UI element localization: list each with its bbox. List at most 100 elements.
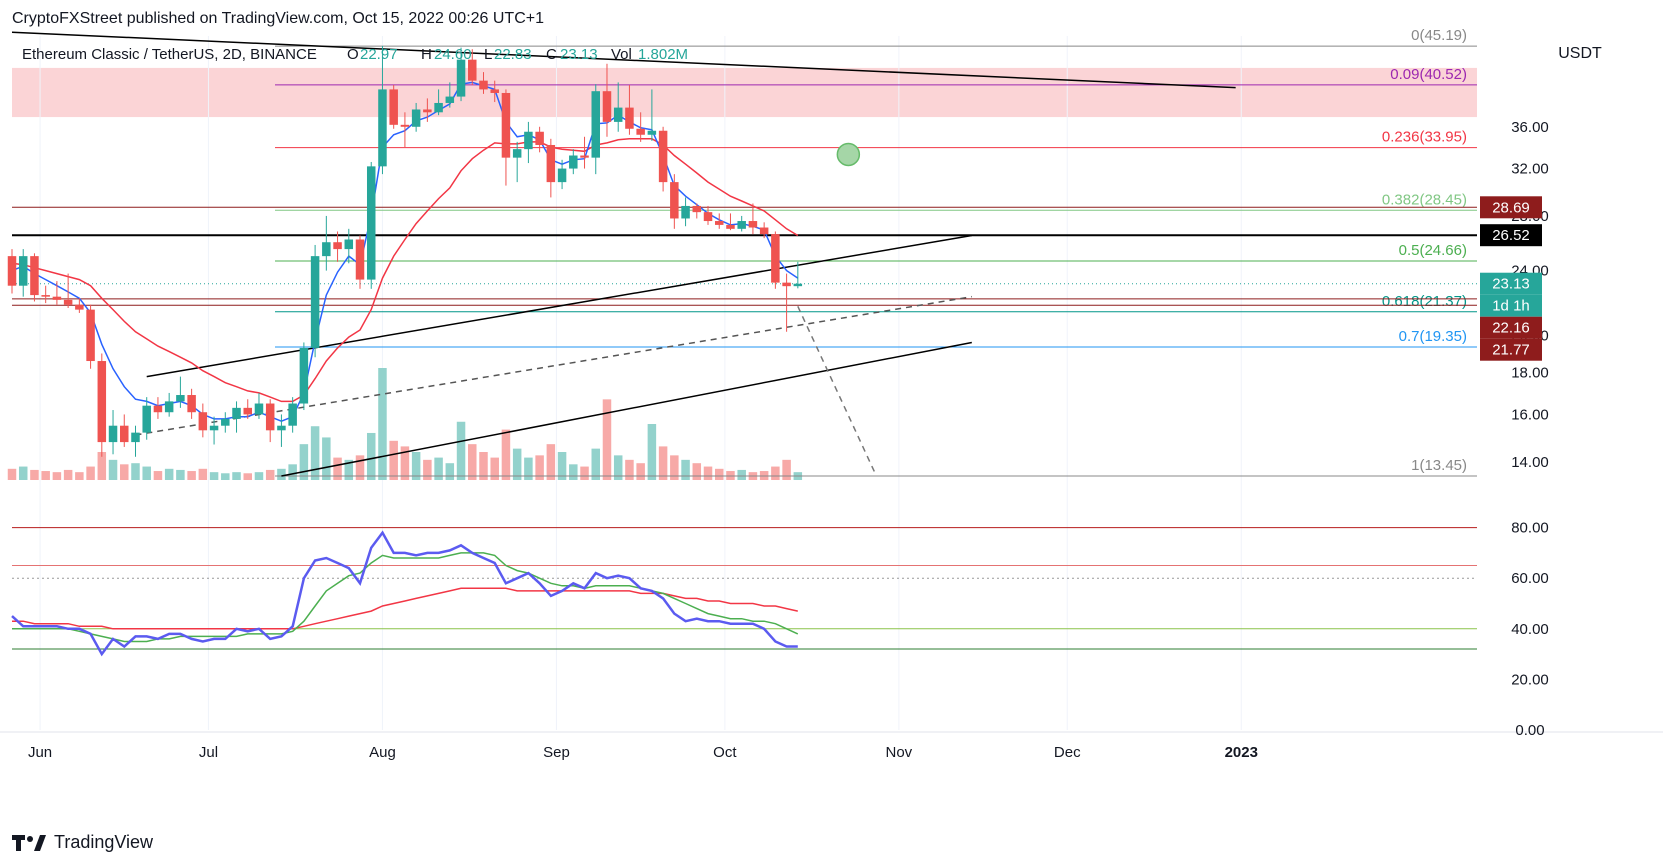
candle[interactable] <box>681 197 690 227</box>
candle[interactable] <box>748 203 758 235</box>
volume-bar <box>759 471 769 480</box>
candle[interactable] <box>771 231 780 289</box>
projection-trendline[interactable] <box>797 306 878 477</box>
candle[interactable] <box>703 205 713 225</box>
volume-bar <box>535 455 544 480</box>
candle[interactable] <box>333 231 342 262</box>
candle[interactable] <box>254 392 264 419</box>
candle[interactable] <box>355 235 365 289</box>
candle[interactable] <box>41 285 50 304</box>
volume-bar <box>411 452 421 480</box>
candle[interactable] <box>423 98 432 122</box>
candle[interactable] <box>456 47 466 102</box>
candle[interactable] <box>389 85 398 129</box>
candle[interactable] <box>265 399 275 443</box>
volume-bar <box>7 468 17 480</box>
candle-body <box>198 412 208 431</box>
candle[interactable] <box>131 425 140 457</box>
volume-bar <box>613 455 623 480</box>
candle[interactable] <box>759 222 769 239</box>
candle[interactable] <box>658 126 668 192</box>
candle[interactable] <box>198 403 208 438</box>
candle[interactable] <box>97 353 107 457</box>
candle[interactable] <box>75 298 84 313</box>
candle[interactable] <box>434 89 443 116</box>
candle[interactable] <box>108 410 118 455</box>
candle[interactable] <box>400 112 410 148</box>
candle-body <box>490 89 499 93</box>
candle[interactable] <box>557 159 567 190</box>
candle[interactable] <box>378 46 387 175</box>
candle[interactable] <box>120 414 129 447</box>
candle[interactable] <box>52 281 62 305</box>
candle[interactable] <box>602 63 612 137</box>
candle[interactable] <box>209 416 219 445</box>
candle[interactable] <box>310 244 320 358</box>
candle[interactable] <box>7 249 17 294</box>
volume-bar <box>479 452 488 480</box>
candle[interactable] <box>737 215 746 232</box>
candle-body <box>569 155 578 169</box>
candle[interactable] <box>782 273 791 332</box>
candle[interactable] <box>613 82 623 132</box>
mid-channel-trendline[interactable] <box>135 295 972 436</box>
candle[interactable] <box>142 397 151 440</box>
lower-channel-trendline[interactable] <box>281 341 972 477</box>
candle[interactable] <box>243 399 252 419</box>
volume-bar <box>75 472 84 480</box>
candle[interactable] <box>524 121 533 164</box>
candle[interactable] <box>232 401 241 433</box>
descending-resistance-trendline[interactable] <box>11 31 1236 89</box>
upper-channel-trendline[interactable] <box>146 234 972 378</box>
volume-bar <box>299 444 309 480</box>
volume-bar <box>625 459 634 480</box>
price-label-bg <box>1480 224 1542 247</box>
candle[interactable] <box>501 89 511 186</box>
candle[interactable] <box>636 112 645 142</box>
candle[interactable] <box>288 397 297 433</box>
candle[interactable] <box>512 141 522 183</box>
candle[interactable] <box>277 414 286 447</box>
time-tick-label: Sep <box>543 744 570 761</box>
candle[interactable] <box>187 388 196 419</box>
candle[interactable] <box>176 376 185 408</box>
candle[interactable] <box>18 249 28 297</box>
volume-bar <box>591 448 601 480</box>
candle[interactable] <box>63 273 73 308</box>
rsi-ma-fast-line <box>12 552 799 643</box>
candle[interactable] <box>322 215 331 271</box>
candle[interactable] <box>411 102 421 132</box>
candle[interactable] <box>546 138 556 198</box>
candle-body <box>30 256 39 296</box>
candle[interactable] <box>569 149 578 175</box>
candle[interactable] <box>535 126 544 153</box>
volume-bar <box>310 426 320 480</box>
volume-bar <box>434 457 443 480</box>
candle[interactable] <box>299 342 309 411</box>
candle[interactable] <box>670 174 679 229</box>
candle[interactable] <box>479 72 488 94</box>
candle[interactable] <box>445 82 455 108</box>
candle[interactable] <box>366 161 376 289</box>
candle[interactable] <box>726 213 735 231</box>
candle[interactable] <box>580 136 589 169</box>
candle[interactable] <box>344 228 354 264</box>
volume-bar <box>221 473 230 480</box>
candle[interactable] <box>490 80 499 103</box>
candle[interactable] <box>692 203 702 219</box>
candle[interactable] <box>591 84 601 175</box>
candle[interactable] <box>647 89 657 141</box>
candle[interactable] <box>625 85 634 135</box>
candle[interactable] <box>468 49 477 86</box>
open-value: 22.97 <box>360 46 398 63</box>
candle[interactable] <box>30 253 39 302</box>
candle[interactable] <box>714 213 724 229</box>
candle[interactable] <box>86 304 95 369</box>
candle[interactable] <box>793 261 803 289</box>
candle[interactable] <box>153 397 163 419</box>
candle[interactable] <box>164 392 174 417</box>
price-label-bg <box>1480 272 1542 295</box>
candle[interactable] <box>221 412 230 433</box>
target-marker-circle[interactable] <box>836 142 861 167</box>
